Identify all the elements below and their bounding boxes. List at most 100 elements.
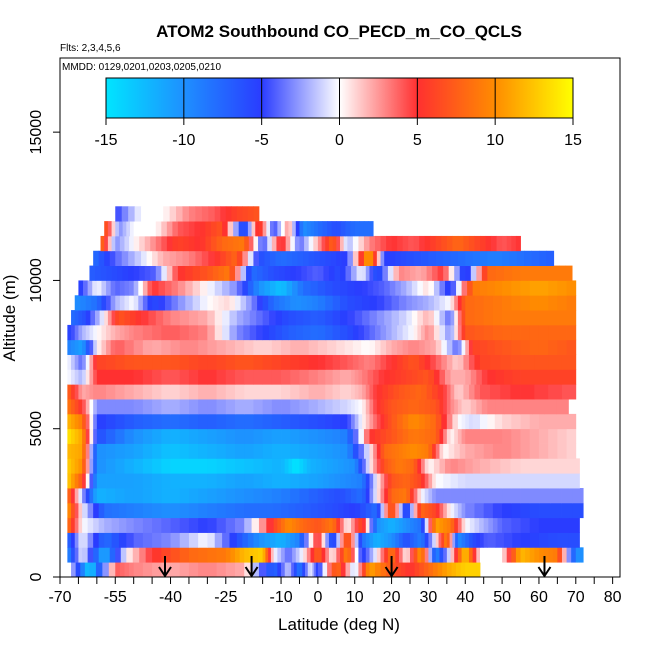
heatmap-cell (538, 339, 549, 355)
heatmap-cell (365, 399, 370, 415)
heatmap-cell (435, 488, 444, 504)
heatmap-cell (358, 235, 365, 252)
heatmap-cell (534, 354, 549, 370)
heatmap-cell (169, 206, 177, 222)
heatmap-cell (450, 324, 455, 341)
heatmap-cell (384, 250, 391, 266)
heatmap-cell (456, 280, 462, 296)
heatmap-cell (78, 473, 83, 489)
heatmap-cell (310, 221, 315, 237)
heatmap-cell (461, 428, 466, 444)
heatmap-cell (271, 458, 282, 474)
heatmap-cell (457, 532, 462, 548)
heatmap-cell (424, 488, 429, 504)
heatmap-cell (75, 562, 81, 578)
heatmap-cell (422, 310, 429, 326)
heatmap-cell (402, 324, 409, 341)
heatmap-cell (115, 562, 121, 578)
heatmap-cell (340, 295, 348, 311)
heatmap-cell (71, 354, 76, 370)
heatmap-cell (559, 517, 570, 533)
heatmap-cell (336, 235, 341, 252)
heatmap-cell (397, 235, 404, 252)
heatmap-cell (380, 458, 385, 474)
heatmap-cell (310, 562, 313, 578)
heatmap-cell (85, 310, 91, 326)
heatmap-cell (445, 458, 451, 474)
heatmap-cell (382, 265, 389, 281)
heatmap-cell (468, 235, 475, 252)
heatmap-cell (251, 517, 260, 533)
heatmap-cell (336, 339, 346, 355)
heatmap-cell (182, 206, 190, 222)
heatmap-cell (115, 443, 125, 459)
heatmap-cell (492, 488, 503, 504)
heatmap-cell (380, 532, 385, 548)
heatmap-cell (126, 502, 135, 519)
heatmap-cell (133, 280, 139, 296)
heatmap-cell (373, 532, 378, 548)
heatmap-cell (340, 562, 346, 578)
heatmap-cell (71, 399, 76, 415)
heatmap-cell (216, 562, 227, 578)
heatmap-cell (457, 428, 462, 444)
heatmap-cell (235, 428, 245, 444)
heatmap-cell (502, 547, 508, 563)
heatmap-cell (152, 428, 162, 444)
heatmap-cell (85, 443, 90, 459)
heatmap-cell (124, 413, 135, 430)
heatmap-cell (327, 458, 334, 474)
heatmap-cell (454, 443, 461, 459)
heatmap-cell (290, 295, 297, 311)
heatmap-cell (310, 324, 319, 341)
heatmap-cell (216, 502, 227, 519)
chart-title: ATOM2 Southbound CO_PECD_m_CO_QCLS (156, 22, 522, 41)
heatmap-cell (450, 473, 459, 489)
heatmap-cell (96, 458, 107, 474)
heatmap-cell (376, 488, 381, 504)
heatmap-cell (304, 235, 310, 252)
heatmap-cell (279, 295, 286, 311)
heatmap-cell (552, 265, 560, 281)
heatmap-cell (533, 265, 541, 281)
heatmap-cell (67, 428, 72, 444)
heatmap-cell (325, 517, 330, 533)
heatmap-cell (387, 517, 392, 533)
heatmap-cell (101, 339, 107, 355)
heatmap-cell (271, 339, 282, 355)
heatmap-cell (284, 562, 289, 578)
heatmap-cell (115, 206, 123, 222)
heatmap-cell (207, 562, 217, 578)
heatmap-cell (452, 235, 459, 252)
heatmap-cell (511, 502, 521, 519)
heatmap-cell (332, 324, 341, 341)
heatmap-cell (332, 310, 341, 326)
heatmap-cell (152, 354, 162, 370)
heatmap-cell (506, 547, 512, 563)
heatmap-cell (296, 562, 300, 578)
heatmap-cell (188, 473, 199, 489)
heatmap-cell (161, 339, 171, 355)
heatmap-cell (303, 324, 311, 341)
heatmap-cell (417, 488, 422, 504)
heatmap-cell (258, 547, 264, 563)
heatmap-cell (166, 265, 173, 281)
heatmap-cell (253, 458, 264, 474)
heatmap-cell (340, 399, 348, 415)
heatmap-cell (428, 324, 435, 341)
heatmap-cell (235, 488, 245, 504)
heatmap-cell (480, 339, 488, 355)
heatmap-cell (216, 235, 223, 252)
heatmap-cell (369, 384, 374, 400)
heatmap-cell (216, 354, 227, 370)
heatmap-cell (472, 547, 477, 563)
heatmap-cell (325, 413, 334, 430)
heatmap-cell (93, 369, 98, 385)
heatmap-cell (566, 443, 577, 459)
heatmap-cell (281, 532, 287, 548)
heatmap-cell (354, 310, 363, 326)
heatmap-cell (428, 443, 433, 459)
heatmap-cell (325, 502, 334, 519)
heatmap-cell (402, 532, 407, 548)
heatmap-cell (277, 547, 282, 563)
